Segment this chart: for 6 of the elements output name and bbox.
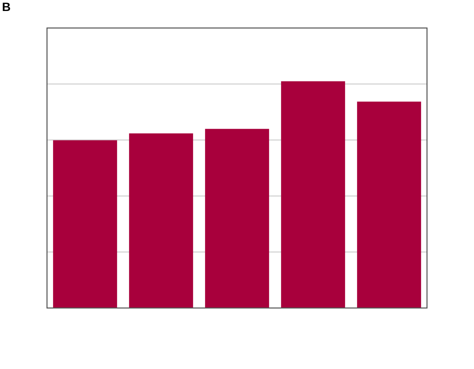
bar	[129, 133, 194, 308]
bar	[205, 128, 270, 308]
bar	[357, 102, 422, 308]
bar	[281, 81, 346, 308]
bar	[53, 140, 118, 308]
chart-title: B	[2, 0, 11, 14]
